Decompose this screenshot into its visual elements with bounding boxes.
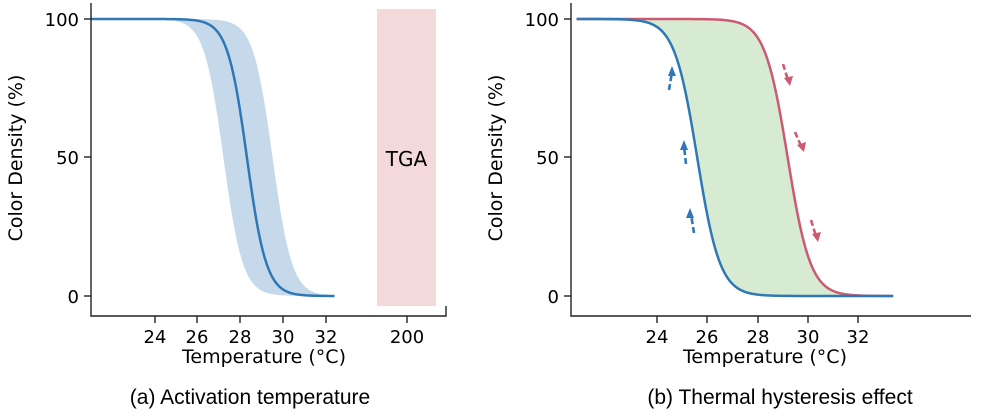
xtick-label-24: 24 bbox=[646, 327, 669, 348]
xtick-label-30: 30 bbox=[797, 327, 820, 348]
arrow-up-icon bbox=[686, 208, 696, 234]
arrow-down-icon bbox=[793, 131, 806, 152]
xtick-label-30: 30 bbox=[272, 327, 295, 348]
caption-b: (b) Thermal hysteresis effect bbox=[647, 386, 912, 409]
ytick-label-50: 50 bbox=[536, 148, 559, 169]
x-axis-label-a: Temperature (°C) bbox=[181, 346, 346, 368]
axis-frame-b bbox=[570, 3, 971, 317]
xtick-label-32: 32 bbox=[315, 327, 338, 348]
xtick-label-26: 26 bbox=[696, 327, 719, 348]
xtick-label-32: 32 bbox=[847, 327, 870, 348]
arrow-down-icon bbox=[781, 63, 793, 86]
panel-b: 100 50 0 24 26 28 30 32 Temperature (°C)… bbox=[485, 3, 971, 409]
x-axis-label-b: Temperature (°C) bbox=[682, 346, 847, 368]
xtick-label-24: 24 bbox=[144, 327, 167, 348]
xtick-label-200: 200 bbox=[390, 327, 424, 348]
tga-label: TGA bbox=[385, 147, 428, 171]
ytick-label-100: 100 bbox=[45, 10, 79, 31]
ytick-label-50: 50 bbox=[56, 148, 79, 169]
ytick-label-0: 0 bbox=[548, 287, 559, 308]
y-axis-label-b: Color Density (%) bbox=[485, 75, 507, 242]
series-line-heating bbox=[576, 17, 894, 298]
ytick-label-0: 0 bbox=[68, 287, 79, 308]
xtick-label-26: 26 bbox=[186, 327, 209, 348]
heating-arrows bbox=[667, 66, 696, 234]
xtick-label-28: 28 bbox=[747, 327, 770, 348]
cooling-arrows bbox=[781, 63, 821, 242]
hysteresis-area bbox=[576, 19, 894, 296]
axis-frame-a bbox=[90, 3, 447, 317]
arrow-up-icon bbox=[680, 140, 688, 165]
y-axis-label-a: Color Density (%) bbox=[5, 75, 27, 242]
panel-a: TGA 100 50 0 24 26 28 30 32 200 Temperat… bbox=[5, 3, 447, 409]
tga-region bbox=[377, 9, 436, 306]
confidence-band bbox=[91, 19, 335, 296]
arrow-down-icon bbox=[809, 219, 821, 242]
caption-a: (a) Activation temperature bbox=[130, 386, 370, 409]
arrow-up-icon bbox=[667, 66, 676, 91]
series-line-mean bbox=[91, 17, 335, 298]
xtick-label-28: 28 bbox=[229, 327, 252, 348]
ytick-label-100: 100 bbox=[525, 10, 559, 31]
